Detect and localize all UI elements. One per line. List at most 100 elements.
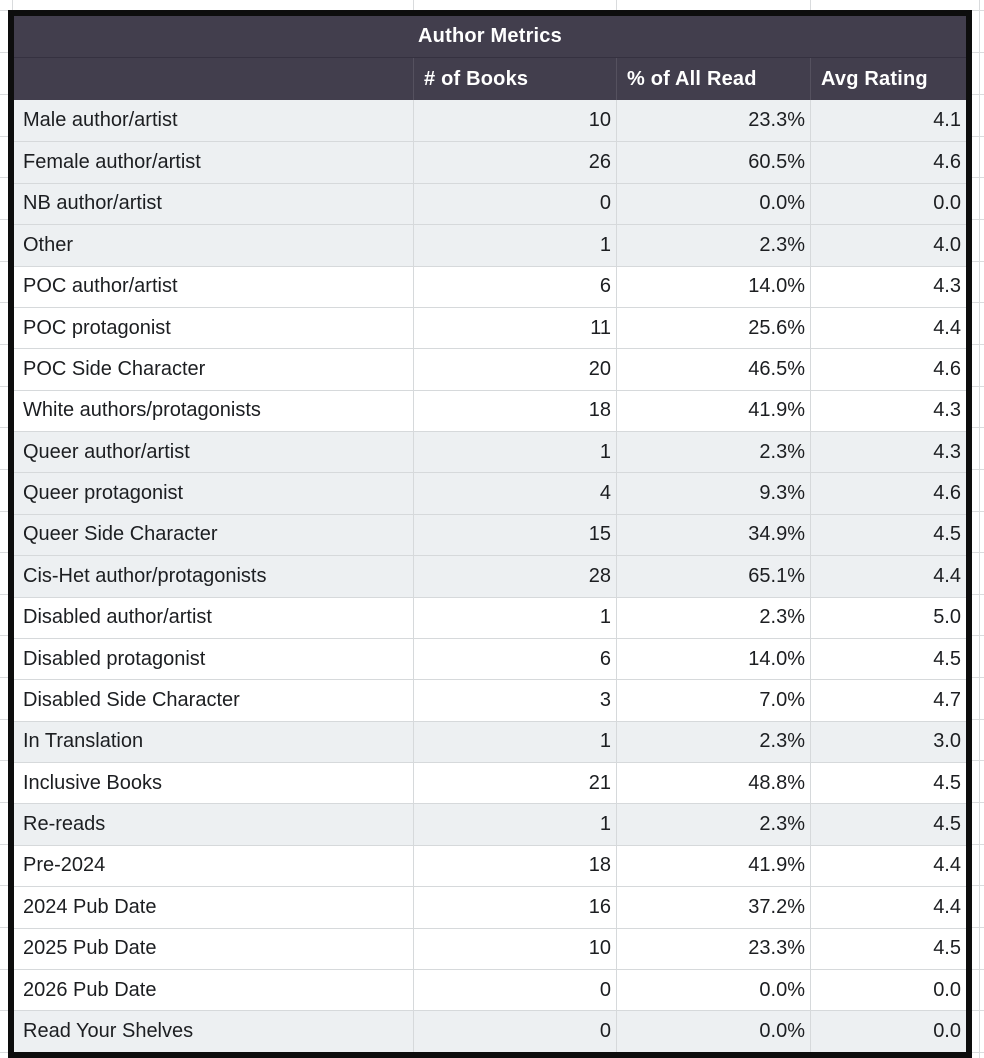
cell-avg-rating[interactable]: 4.5 xyxy=(810,514,966,556)
cell-label[interactable]: Other xyxy=(23,233,74,256)
cell-pct-read[interactable]: 23.3% xyxy=(616,928,810,969)
cell-label[interactable]: Pre-2024 xyxy=(23,854,106,877)
cell-pct-read[interactable]: 0.0% xyxy=(616,1011,810,1052)
cell-avg-rating[interactable]: 4.6 xyxy=(810,473,966,514)
cell-books[interactable]: 28 xyxy=(413,556,616,597)
column-header-avg-rating[interactable]: Avg Rating xyxy=(810,58,966,100)
column-header-pct-read[interactable]: % of All Read xyxy=(616,58,810,100)
cell-label[interactable]: White authors/protagonists xyxy=(23,399,261,422)
cell-label[interactable]: Female author/artist xyxy=(23,151,201,174)
cell-books[interactable]: 20 xyxy=(413,349,616,390)
cell-books[interactable]: 11 xyxy=(413,307,616,349)
cell-label[interactable]: POC Side Character xyxy=(23,357,206,380)
cell-books[interactable]: 0 xyxy=(413,969,616,1011)
cell-label[interactable]: Re-reads xyxy=(23,813,106,836)
cell-avg-rating[interactable]: 4.6 xyxy=(810,142,966,183)
cell-pct-read[interactable]: 0.0% xyxy=(616,969,810,1011)
cell-avg-rating[interactable]: 4.3 xyxy=(810,390,966,431)
cell-books[interactable]: 18 xyxy=(413,390,616,431)
cell-books[interactable]: 6 xyxy=(413,638,616,680)
cell-pct-read[interactable]: 23.3% xyxy=(616,100,810,142)
cell-avg-rating[interactable]: 4.5 xyxy=(810,638,966,680)
cell-books[interactable]: 4 xyxy=(413,473,616,514)
cell-avg-rating[interactable]: 4.3 xyxy=(810,266,966,307)
cell-label[interactable]: 2024 Pub Date xyxy=(23,895,157,918)
cell-avg-rating[interactable]: 4.4 xyxy=(810,845,966,887)
cell-books[interactable]: 26 xyxy=(413,142,616,183)
cell-books[interactable]: 1 xyxy=(413,597,616,638)
cell-avg-rating[interactable]: 4.6 xyxy=(810,349,966,390)
cell-pct-read[interactable]: 65.1% xyxy=(616,556,810,597)
cell-avg-rating[interactable]: 0.0 xyxy=(810,969,966,1011)
table-row: Pre-2024 18 41.9% 4.4 xyxy=(14,844,966,887)
cell-label[interactable]: Male author/artist xyxy=(23,109,178,132)
cell-books[interactable]: 15 xyxy=(413,514,616,556)
cell-books[interactable]: 0 xyxy=(413,183,616,225)
cell-avg-rating[interactable]: 4.1 xyxy=(810,100,966,142)
cell-avg-rating[interactable]: 4.5 xyxy=(810,804,966,845)
cell-label[interactable]: Queer Side Character xyxy=(23,523,218,546)
cell-books[interactable]: 21 xyxy=(413,763,616,804)
cell-avg-rating[interactable]: 4.4 xyxy=(810,556,966,597)
cell-books[interactable]: 3 xyxy=(413,680,616,721)
cell-avg-rating[interactable]: 4.5 xyxy=(810,928,966,969)
cell-books[interactable]: 6 xyxy=(413,266,616,307)
cell-label[interactable]: Read Your Shelves xyxy=(23,1019,194,1042)
cell-pct-read[interactable]: 41.9% xyxy=(616,390,810,431)
cell-label[interactable]: Disabled Side Character xyxy=(23,688,240,711)
cell-avg-rating[interactable]: 4.3 xyxy=(810,432,966,473)
cell-pct-read[interactable]: 34.9% xyxy=(616,514,810,556)
cell-books[interactable]: 1 xyxy=(413,721,616,762)
cell-label[interactable]: POC author/artist xyxy=(23,275,178,298)
cell-pct-read[interactable]: 2.3% xyxy=(616,225,810,266)
cell-pct-read[interactable]: 7.0% xyxy=(616,680,810,721)
cell-pct-read[interactable]: 25.6% xyxy=(616,307,810,349)
cell-label[interactable]: 2025 Pub Date xyxy=(23,937,157,960)
table-row: Cis-Het author/protagonists 28 65.1% 4.4 xyxy=(14,555,966,597)
cell-books[interactable]: 18 xyxy=(413,845,616,887)
cell-books[interactable]: 16 xyxy=(413,887,616,928)
cell-label[interactable]: Disabled author/artist xyxy=(23,606,212,629)
cell-pct-read[interactable]: 2.3% xyxy=(616,432,810,473)
cell-pct-read[interactable]: 46.5% xyxy=(616,349,810,390)
cell-books[interactable]: 1 xyxy=(413,225,616,266)
cell-pct-read[interactable]: 41.9% xyxy=(616,845,810,887)
cell-label[interactable]: Disabled protagonist xyxy=(23,647,206,670)
cell-books[interactable]: 1 xyxy=(413,804,616,845)
cell-label[interactable]: Cis-Het author/protagonists xyxy=(23,564,267,587)
cell-avg-rating[interactable]: 4.7 xyxy=(810,680,966,721)
cell-avg-rating[interactable]: 4.4 xyxy=(810,307,966,349)
cell-pct-read[interactable]: 37.2% xyxy=(616,887,810,928)
cell-label[interactable]: Inclusive Books xyxy=(23,771,162,794)
cell-avg-rating[interactable]: 5.0 xyxy=(810,597,966,638)
cell-avg-rating[interactable]: 4.5 xyxy=(810,763,966,804)
cell-label[interactable]: Queer author/artist xyxy=(23,440,190,463)
cell-books[interactable]: 10 xyxy=(413,100,616,142)
cell-label[interactable]: NB author/artist xyxy=(23,192,162,215)
cell-pct-read[interactable]: 14.0% xyxy=(616,266,810,307)
cell-pct-read[interactable]: 14.0% xyxy=(616,638,810,680)
cell-label[interactable]: POC protagonist xyxy=(23,316,171,339)
cell-avg-rating[interactable]: 4.4 xyxy=(810,887,966,928)
cell-avg-rating[interactable]: 0.0 xyxy=(810,1011,966,1052)
cell-pct-read[interactable]: 2.3% xyxy=(616,804,810,845)
table-row: POC author/artist 6 14.0% 4.3 xyxy=(14,265,966,307)
cell-pct-read[interactable]: 2.3% xyxy=(616,597,810,638)
table-title-row[interactable]: Author Metrics xyxy=(14,16,966,58)
cell-label[interactable]: Queer protagonist xyxy=(23,482,184,505)
column-header-books[interactable]: # of Books xyxy=(413,58,616,100)
cell-avg-rating[interactable]: 3.0 xyxy=(810,721,966,762)
cell-pct-read[interactable]: 60.5% xyxy=(616,142,810,183)
cell-label[interactable]: 2026 Pub Date xyxy=(23,978,157,1001)
cell-avg-rating[interactable]: 4.0 xyxy=(810,225,966,266)
column-header-label[interactable] xyxy=(14,58,413,100)
cell-pct-read[interactable]: 9.3% xyxy=(616,473,810,514)
cell-pct-read[interactable]: 0.0% xyxy=(616,183,810,225)
cell-books[interactable]: 1 xyxy=(413,432,616,473)
cell-avg-rating[interactable]: 0.0 xyxy=(810,183,966,225)
cell-label[interactable]: In Translation xyxy=(23,730,144,753)
cell-books[interactable]: 10 xyxy=(413,928,616,969)
cell-pct-read[interactable]: 48.8% xyxy=(616,763,810,804)
cell-books[interactable]: 0 xyxy=(413,1011,616,1052)
cell-pct-read[interactable]: 2.3% xyxy=(616,721,810,762)
